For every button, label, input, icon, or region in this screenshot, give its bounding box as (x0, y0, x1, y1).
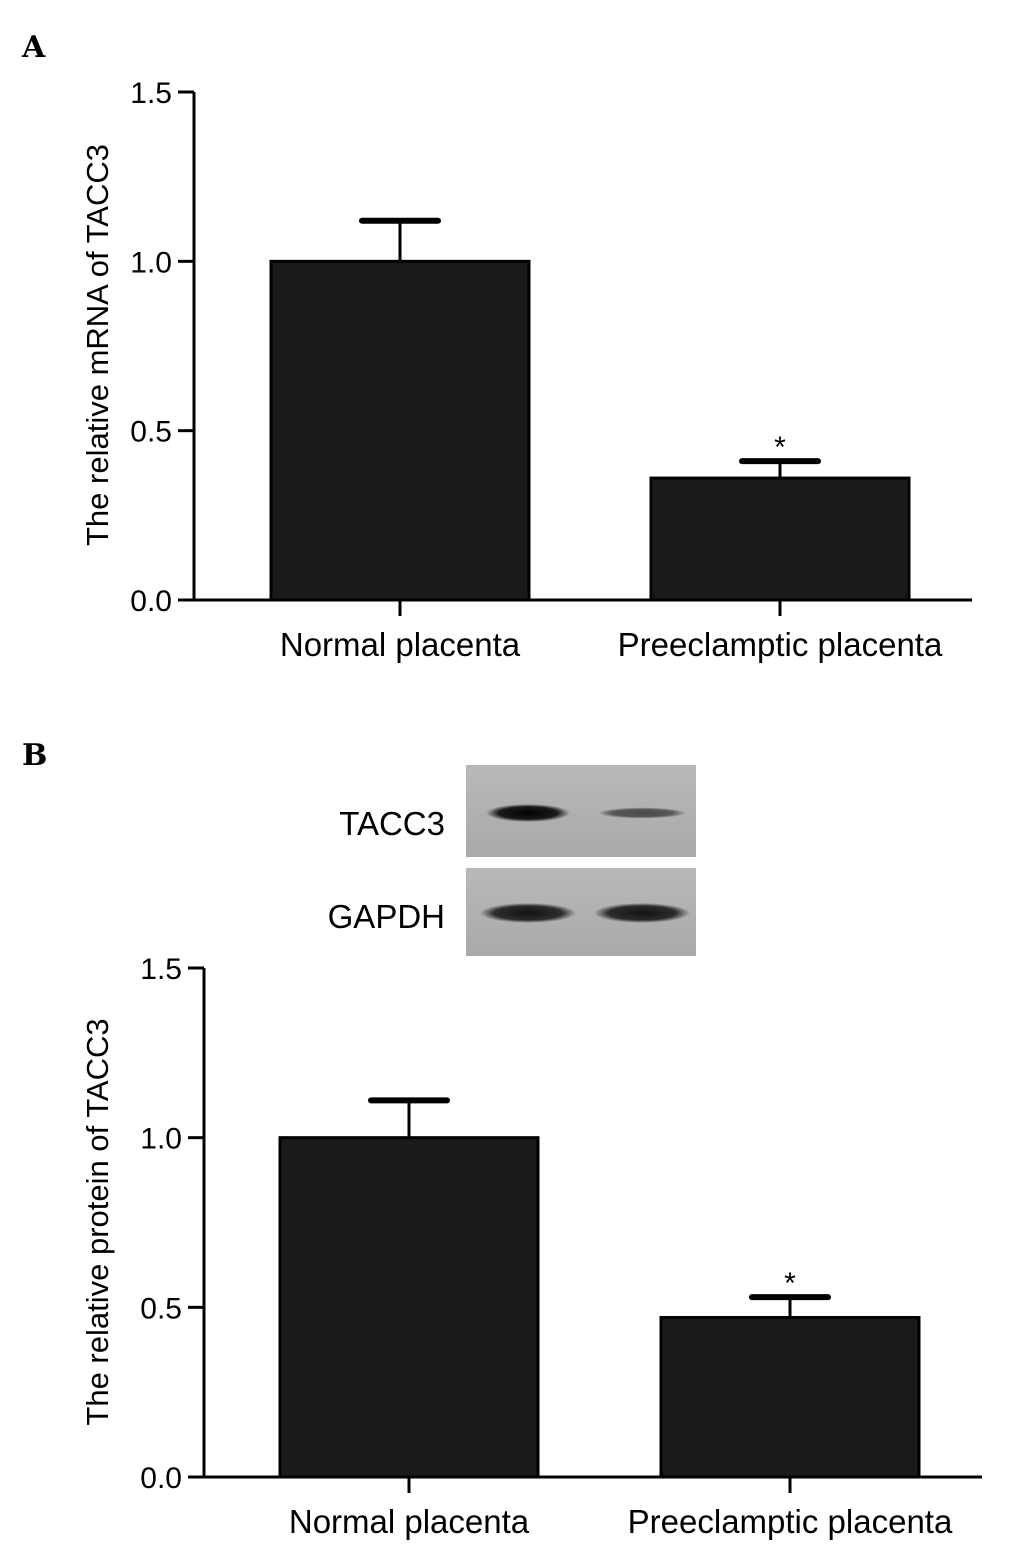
panel-b-y-tick-label: 0.0 (140, 1462, 182, 1495)
panel-b-y-axis-title: The relative protein of TACC3 (80, 1018, 115, 1425)
panel-b: B TACC3 GAPDH The relative protein of TA… (22, 738, 982, 1540)
panel-b-y-tick-label: 1.0 (140, 1123, 182, 1156)
panel-a-letter: A (21, 30, 46, 65)
panel-a-bar (649, 476, 911, 602)
panel-b-category-label: Preeclamptic placenta (628, 1503, 953, 1540)
panel-a-y-tick-label: 0.5 (130, 416, 172, 449)
blot-band-gapdh (594, 903, 690, 923)
panel-b-category-label: Normal placenta (289, 1503, 530, 1540)
western-blot: TACC3 GAPDH (328, 765, 696, 956)
panel-a-significance-mark: * (774, 431, 786, 464)
panel-b-bar (278, 1136, 540, 1479)
panel-a-y-tick-label: 1.5 (130, 77, 172, 110)
panel-a-y-tick-label: 0.0 (130, 585, 172, 618)
panel-a-y-axis-title: The relative mRNA of TACC3 (80, 144, 115, 546)
panel-b-y-tick-label: 1.5 (140, 953, 182, 986)
panel-a-category-label: Normal placenta (280, 626, 521, 663)
panel-b-y-tick-label: 0.5 (140, 1292, 182, 1325)
panel-a-plot: 0.0 0.5 1.0 1.5 Normal placenta * Preeclamptic… (130, 77, 972, 663)
panel-b-letter: B (22, 738, 47, 773)
panel-b-bar (659, 1316, 921, 1479)
panel-a-y-tick-label: 1.0 (130, 246, 172, 279)
panel-a-bar (269, 259, 531, 602)
blot-band-tacc3 (486, 804, 570, 822)
panel-b-significance-mark: * (784, 1267, 796, 1300)
blot-band-tacc3 (598, 807, 686, 819)
blot-band-gapdh (480, 903, 576, 923)
panel-b-plot: 0.0 0.5 1.0 1.5 Normal placenta * Preeclamptic… (140, 953, 982, 1540)
blot-label-gapdh: GAPDH (328, 898, 445, 935)
panel-a: A The relative mRNA of TACC3 0.0 0.5 1.0 1.… (21, 30, 972, 663)
blot-label-tacc3: TACC3 (339, 805, 445, 842)
panel-a-category-label: Preeclamptic placenta (618, 626, 943, 663)
blot-bands (480, 804, 690, 923)
